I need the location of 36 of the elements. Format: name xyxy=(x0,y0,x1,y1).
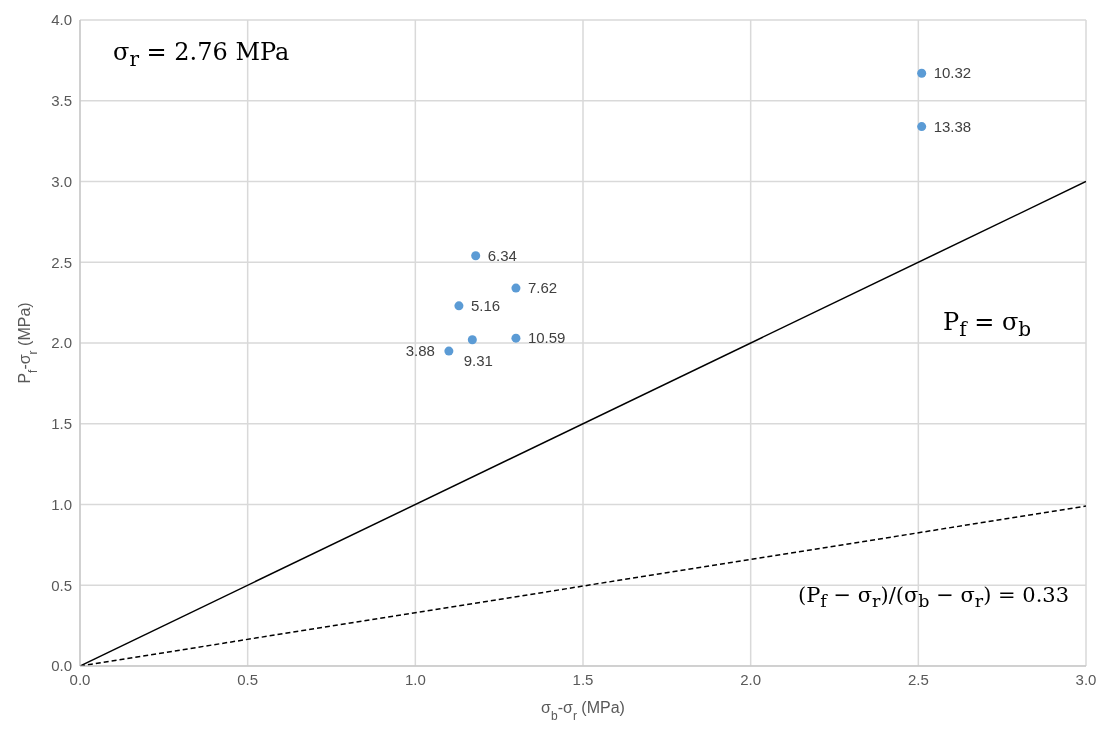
y-tick-label: 2.5 xyxy=(51,253,72,271)
y-tick-label: 0.5 xyxy=(51,576,72,594)
y-tick-label: 2.0 xyxy=(51,334,72,352)
point xyxy=(454,301,464,311)
annotation: 3.88 xyxy=(405,342,435,360)
point xyxy=(471,251,481,261)
text: (P$_{f}$ − σ$_{r}$)/(σ$_{b}$ − σ$_{r}$) = 0.33 xyxy=(798,583,1070,612)
x-tick-label: 0.0 xyxy=(69,670,91,688)
annotation: 6.34 xyxy=(487,246,517,264)
x-tick-label: 2.0 xyxy=(740,670,762,688)
annotation: 10.59 xyxy=(527,329,566,347)
annotation: 9.31 xyxy=(463,351,493,369)
x-axis-title: σ$_{b}$-σ$_{r}$ (MPa) xyxy=(541,699,625,723)
point xyxy=(917,68,927,78)
y-tick-label: 0.0 xyxy=(51,657,72,675)
point xyxy=(917,122,927,132)
annotation: 5.16 xyxy=(470,296,501,314)
point xyxy=(467,335,477,345)
annotation: 10.32 xyxy=(933,64,972,82)
x-tick-label: 2.5 xyxy=(907,670,929,688)
x-tick-label: 3.0 xyxy=(1075,670,1097,688)
y-tick-label: 3.0 xyxy=(51,172,72,190)
annotation: 7.62 xyxy=(527,279,558,297)
x-tick-label: 1.0 xyxy=(404,670,426,688)
annotation: 13.38 xyxy=(933,117,972,135)
y-tick-label: 3.5 xyxy=(51,92,72,110)
y-tick-label: 4.0 xyxy=(51,11,72,29)
x-tick-label: 1.5 xyxy=(572,670,594,688)
point xyxy=(511,333,521,343)
point xyxy=(511,283,521,293)
annotation: σ$_{r}$ = 2.76 MPa xyxy=(113,38,290,71)
x-tick-label: 0.5 xyxy=(237,670,259,688)
point xyxy=(444,346,454,356)
y-tick-label: 1.0 xyxy=(51,495,72,513)
annotation: P$_{f}$ = σ$_{b}$ xyxy=(943,308,1032,341)
y-tick-label: 1.5 xyxy=(51,415,72,433)
